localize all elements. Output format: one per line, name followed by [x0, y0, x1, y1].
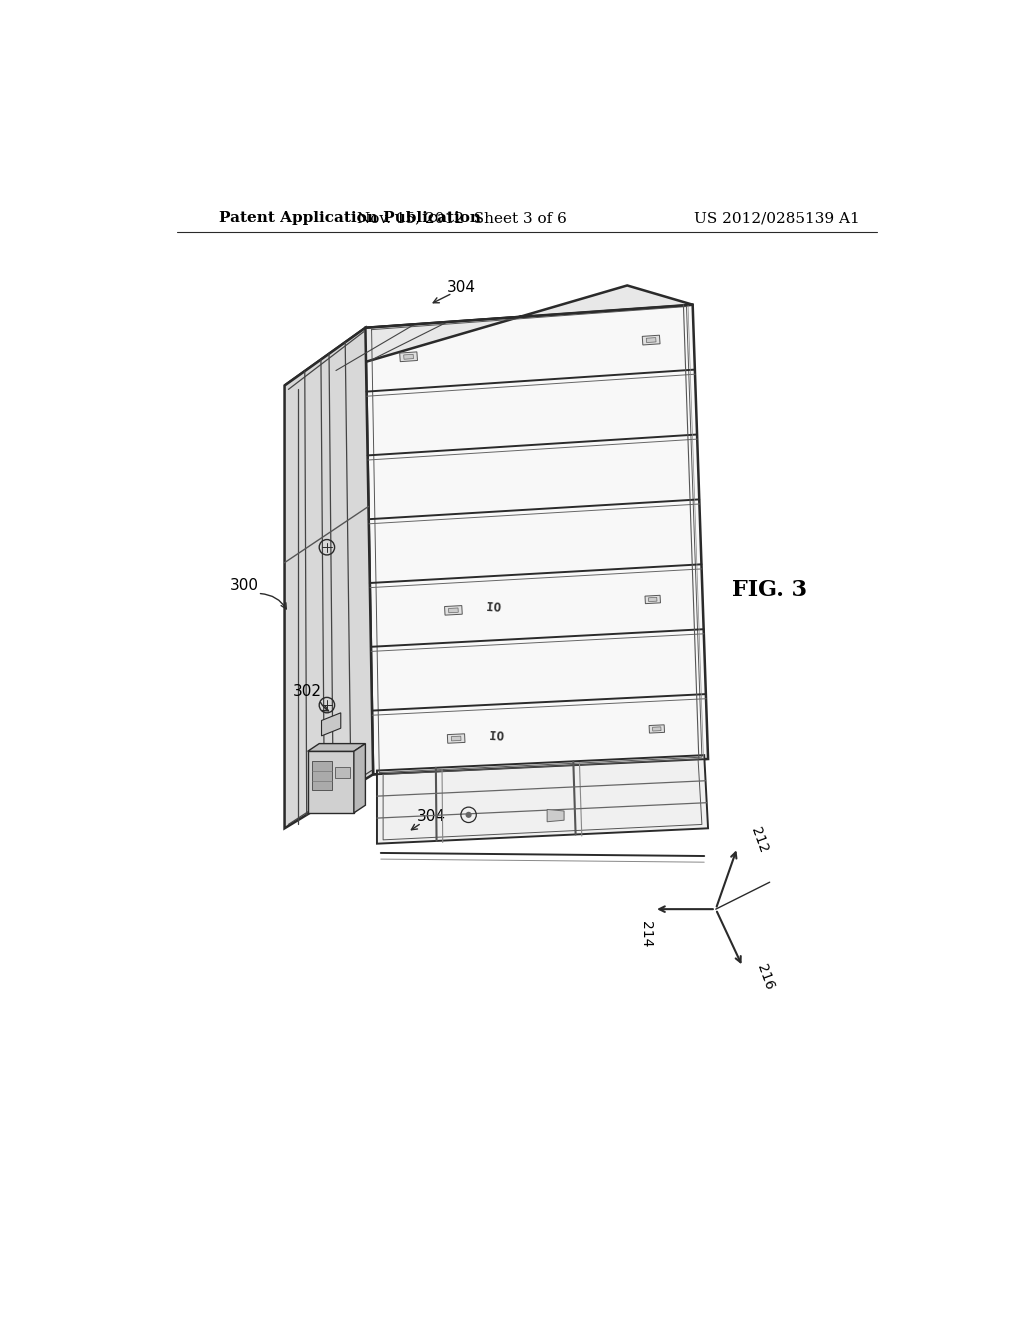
Polygon shape	[322, 713, 341, 737]
Polygon shape	[285, 285, 692, 385]
Circle shape	[466, 812, 472, 818]
Text: Patent Application Publication: Patent Application Publication	[219, 211, 481, 226]
Polygon shape	[645, 595, 660, 603]
Polygon shape	[452, 737, 461, 741]
Text: IO: IO	[488, 730, 504, 743]
Text: 304: 304	[447, 280, 476, 296]
Polygon shape	[449, 609, 459, 612]
Polygon shape	[447, 734, 465, 743]
Text: IO: IO	[485, 602, 501, 615]
Text: FIG. 3: FIG. 3	[732, 578, 807, 601]
Polygon shape	[444, 606, 462, 615]
Polygon shape	[642, 335, 660, 345]
Polygon shape	[307, 751, 354, 813]
Polygon shape	[652, 727, 662, 731]
Text: 214: 214	[639, 921, 653, 946]
Text: 302: 302	[293, 684, 323, 698]
Text: 216: 216	[755, 962, 776, 991]
Text: 300: 300	[230, 578, 259, 593]
Text: 212: 212	[749, 825, 770, 854]
Text: US 2012/0285139 A1: US 2012/0285139 A1	[694, 211, 860, 226]
Polygon shape	[547, 809, 564, 822]
Polygon shape	[285, 327, 373, 829]
Polygon shape	[307, 743, 366, 751]
Polygon shape	[399, 352, 418, 362]
Polygon shape	[311, 760, 333, 789]
Polygon shape	[377, 755, 708, 843]
Text: Nov. 15, 2012  Sheet 3 of 6: Nov. 15, 2012 Sheet 3 of 6	[356, 211, 566, 226]
Polygon shape	[335, 767, 350, 779]
Polygon shape	[366, 305, 708, 775]
Text: 304: 304	[417, 809, 445, 824]
Polygon shape	[646, 338, 656, 343]
Polygon shape	[354, 743, 366, 813]
Polygon shape	[403, 354, 414, 359]
Polygon shape	[649, 725, 665, 733]
Polygon shape	[648, 598, 657, 602]
